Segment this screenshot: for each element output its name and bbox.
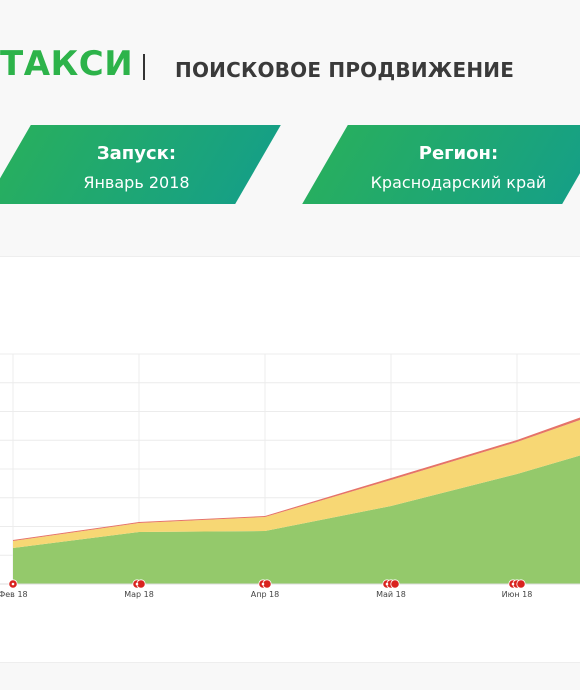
x-tick-label: Фев 18	[0, 590, 28, 599]
event-marker-icon	[516, 579, 526, 589]
traffic-area-chart: Фев 18 Мар 18 Апр 18 Май 18 Июн 18	[0, 353, 580, 599]
area-series-2	[13, 420, 580, 548]
region-label: Регион:	[418, 143, 499, 164]
event-marker-dot	[11, 582, 15, 586]
launch-label: Запуск:	[96, 143, 177, 164]
x-tick-label: Мар 18	[124, 590, 154, 599]
x-tick-label: Июн 18	[502, 590, 533, 599]
x-tick-label: Апр 18	[251, 590, 280, 599]
event-marker-dot	[135, 582, 139, 586]
region-value: Краснодарский край	[370, 173, 547, 192]
area-series-1	[13, 455, 580, 584]
launch-card: Запуск: Январь 2018	[0, 125, 281, 204]
header-divider	[143, 54, 145, 80]
event-marker-icon	[390, 579, 400, 589]
region-card: Регион: Краснодарский край	[302, 125, 580, 204]
x-tick-label: Май 18	[376, 590, 406, 599]
service-title: ПОИСКОВОЕ ПРОДВИЖЕНИЕ	[175, 58, 515, 82]
event-marker-dot	[261, 582, 265, 586]
launch-value: Январь 2018	[83, 173, 190, 192]
event-marker-dot	[385, 582, 389, 586]
event-marker-dot	[511, 582, 515, 586]
chart-panel: Фев 18 Мар 18 Апр 18 Май 18 Июн 18	[0, 256, 580, 663]
brand-logo-text: ТАКСИ	[0, 44, 134, 84]
